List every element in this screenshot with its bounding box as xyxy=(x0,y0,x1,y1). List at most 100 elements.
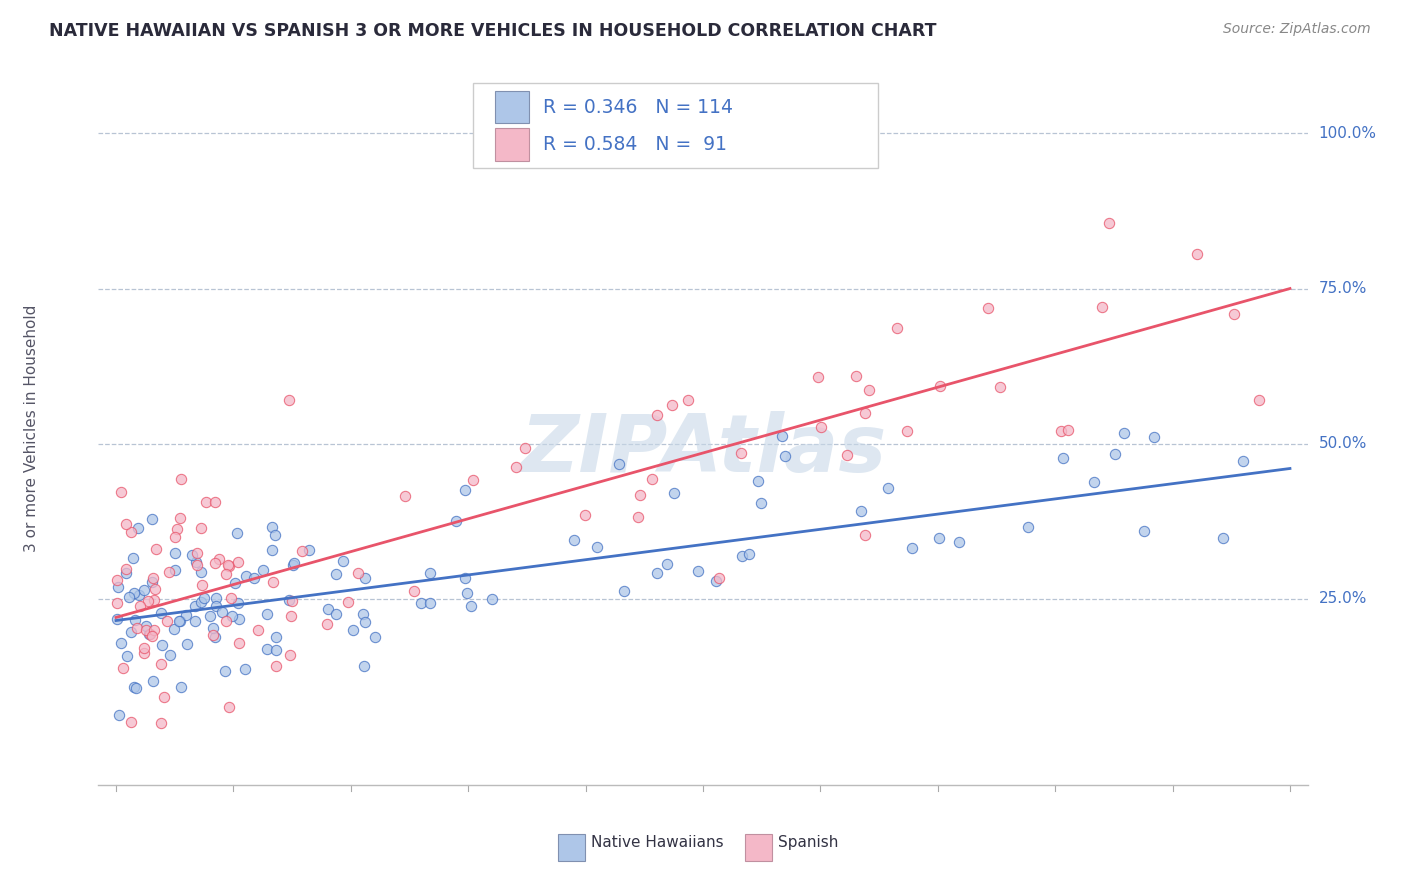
Point xyxy=(454,571,477,585)
Point xyxy=(444,514,467,528)
Point xyxy=(190,521,212,535)
Point xyxy=(115,516,138,531)
Point xyxy=(115,649,138,664)
Point xyxy=(849,504,872,518)
Point xyxy=(262,519,284,533)
Point xyxy=(876,481,898,495)
Point xyxy=(256,641,278,656)
Point xyxy=(242,571,264,585)
Point xyxy=(167,614,190,628)
Point xyxy=(190,565,212,579)
Point xyxy=(1114,426,1136,441)
Point xyxy=(291,544,314,558)
Point xyxy=(278,392,301,407)
Point xyxy=(128,588,150,602)
Point xyxy=(228,596,250,610)
Point xyxy=(142,571,165,585)
Text: R = 0.346   N = 114: R = 0.346 N = 114 xyxy=(543,97,734,117)
Point xyxy=(1098,216,1121,230)
Point xyxy=(174,607,197,622)
Point xyxy=(364,630,387,644)
Point xyxy=(655,557,678,571)
Point xyxy=(354,615,377,630)
Point xyxy=(1223,307,1246,321)
Point xyxy=(515,441,537,455)
Point xyxy=(193,591,215,606)
Point xyxy=(1185,247,1208,261)
Point xyxy=(353,659,375,673)
Point xyxy=(141,629,163,643)
Point xyxy=(153,690,176,704)
Point xyxy=(217,558,239,572)
Point xyxy=(1050,424,1073,438)
Point xyxy=(235,662,257,676)
Point xyxy=(1232,454,1254,468)
Point xyxy=(218,700,240,714)
Point xyxy=(224,575,246,590)
Point xyxy=(264,659,287,673)
Point xyxy=(747,474,769,488)
Point xyxy=(143,582,166,596)
Point xyxy=(163,530,186,544)
Bar xyxy=(558,834,585,862)
Text: 75.0%: 75.0% xyxy=(1319,281,1367,296)
Point xyxy=(142,673,165,688)
Point xyxy=(264,643,287,657)
Point xyxy=(105,596,128,610)
Point xyxy=(115,562,138,576)
Point xyxy=(855,528,877,542)
Point xyxy=(127,521,149,535)
Point xyxy=(129,599,152,614)
Point xyxy=(138,627,160,641)
Point xyxy=(948,535,970,549)
Point xyxy=(215,566,238,581)
Point xyxy=(150,715,173,730)
Point xyxy=(260,543,283,558)
Point xyxy=(143,623,166,637)
Bar xyxy=(495,91,529,123)
Point xyxy=(678,392,700,407)
Point xyxy=(481,592,503,607)
Point xyxy=(139,627,162,641)
Text: Source: ZipAtlas.com: Source: ZipAtlas.com xyxy=(1223,22,1371,37)
Point xyxy=(886,321,908,335)
Point xyxy=(204,630,226,644)
Point xyxy=(218,558,240,573)
Point xyxy=(627,509,650,524)
Text: ZIPAtlas: ZIPAtlas xyxy=(520,410,886,489)
Point xyxy=(135,619,157,633)
Point xyxy=(564,533,586,548)
Point xyxy=(463,473,485,487)
Point xyxy=(1052,450,1074,465)
Point xyxy=(180,549,202,563)
Point xyxy=(454,483,477,497)
Point xyxy=(107,580,129,594)
Point xyxy=(165,562,187,576)
Point xyxy=(928,379,950,393)
Point xyxy=(170,473,193,487)
Point xyxy=(505,460,527,475)
Point xyxy=(134,582,156,597)
Point xyxy=(150,657,173,672)
Point xyxy=(661,398,683,412)
Point xyxy=(264,527,287,541)
Text: 50.0%: 50.0% xyxy=(1319,436,1367,451)
Point xyxy=(845,368,868,383)
Point xyxy=(125,621,148,635)
Point xyxy=(574,508,596,522)
Point xyxy=(835,448,858,462)
Text: Spanish: Spanish xyxy=(778,835,838,849)
Point xyxy=(124,681,146,695)
Point xyxy=(325,607,347,621)
Point xyxy=(419,566,441,580)
Point xyxy=(186,558,208,572)
Text: Native Hawaiians: Native Hawaiians xyxy=(591,835,723,849)
Point xyxy=(773,450,796,464)
Text: NATIVE HAWAIIAN VS SPANISH 3 OR MORE VEHICLES IN HOUSEHOLD CORRELATION CHART: NATIVE HAWAIIAN VS SPANISH 3 OR MORE VEH… xyxy=(49,22,936,40)
Point xyxy=(298,543,321,558)
Point xyxy=(707,571,730,585)
Point xyxy=(235,568,257,582)
Point xyxy=(114,566,136,581)
Point xyxy=(342,623,364,637)
Point xyxy=(283,558,305,573)
